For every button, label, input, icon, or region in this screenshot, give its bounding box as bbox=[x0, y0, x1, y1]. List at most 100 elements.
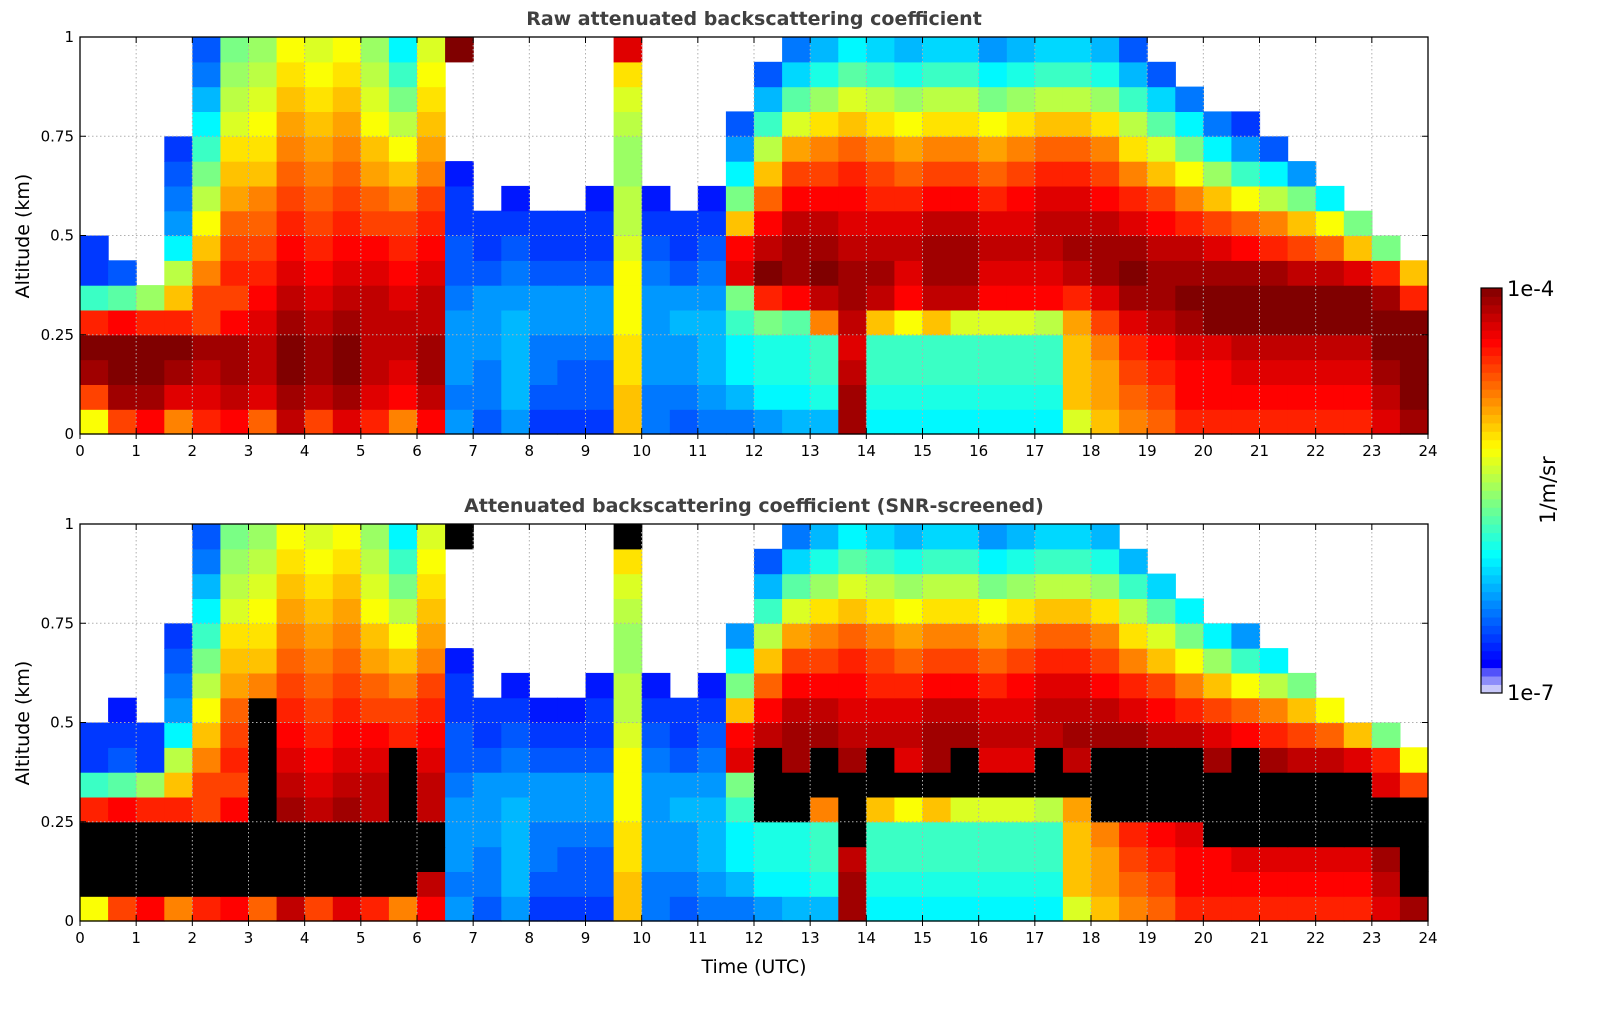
heatmap-cell bbox=[697, 796, 727, 823]
heatmap-cell bbox=[1034, 86, 1064, 112]
heatmap-cell bbox=[978, 185, 1008, 212]
heatmap-cell bbox=[641, 871, 671, 897]
heatmap-cell bbox=[1147, 672, 1176, 699]
heatmap-cell bbox=[1259, 772, 1289, 798]
heatmap-cell bbox=[388, 260, 418, 286]
heatmap-cell bbox=[360, 309, 390, 336]
heatmap-cell bbox=[1287, 285, 1317, 311]
heatmap-cell bbox=[754, 846, 783, 872]
heatmap-cell bbox=[1091, 796, 1120, 823]
heatmap-cell bbox=[585, 747, 615, 773]
heatmap-cell bbox=[1175, 235, 1204, 261]
heatmap-cell bbox=[782, 896, 811, 922]
heatmap-cell bbox=[417, 86, 446, 112]
heatmap-cell bbox=[417, 285, 446, 311]
heatmap-cell bbox=[725, 111, 755, 137]
heatmap-cell bbox=[1259, 697, 1289, 724]
heatmap-cell bbox=[1147, 161, 1176, 187]
heatmap-cell bbox=[1203, 334, 1232, 361]
heatmap-cell bbox=[164, 648, 193, 674]
heatmap-cell bbox=[1231, 672, 1261, 699]
x-tick-label: 21 bbox=[1250, 442, 1269, 460]
heatmap-cell bbox=[1287, 697, 1317, 724]
heatmap-cell bbox=[838, 334, 867, 361]
heatmap-cell bbox=[613, 235, 643, 261]
heatmap-cell bbox=[360, 210, 390, 237]
x-tick-label: 17 bbox=[1025, 929, 1044, 947]
heatmap-cell bbox=[1287, 747, 1317, 773]
heatmap-cell bbox=[950, 821, 980, 848]
colorbar-swatch bbox=[1481, 650, 1502, 660]
heatmap-cell bbox=[1203, 409, 1232, 435]
heatmap-cell bbox=[838, 111, 867, 137]
heatmap-cell bbox=[248, 598, 278, 624]
heatmap-cell bbox=[1006, 161, 1036, 187]
heatmap-cell bbox=[220, 821, 250, 848]
colorbar-swatch bbox=[1481, 380, 1502, 390]
heatmap-cell bbox=[1371, 821, 1401, 848]
heatmap-cell bbox=[192, 871, 221, 897]
heatmap-cell bbox=[641, 210, 671, 237]
heatmap-cell bbox=[557, 896, 587, 922]
heatmap-cell bbox=[164, 722, 193, 748]
heatmap-cell bbox=[1203, 359, 1232, 385]
heatmap-cell bbox=[80, 260, 109, 286]
heatmap-cell bbox=[1287, 260, 1317, 286]
heatmap-cell bbox=[1091, 86, 1120, 112]
heatmap-cell bbox=[1062, 61, 1092, 88]
heatmap-cell bbox=[276, 136, 306, 162]
heatmap-cell bbox=[1287, 384, 1317, 410]
heatmap-cell bbox=[108, 722, 137, 748]
heatmap-cell bbox=[922, 796, 952, 823]
heatmap-cell bbox=[1231, 136, 1261, 162]
heatmap-cell bbox=[613, 796, 643, 823]
heatmap-cell bbox=[360, 136, 390, 162]
heatmap-cell bbox=[473, 359, 502, 385]
colorbar-swatch bbox=[1481, 617, 1502, 626]
colorbar-swatch bbox=[1481, 515, 1502, 525]
heatmap-cell bbox=[838, 598, 867, 624]
heatmap-cell bbox=[978, 235, 1008, 261]
heatmap-cell bbox=[360, 37, 390, 63]
heatmap-cell bbox=[276, 672, 306, 699]
heatmap-cell bbox=[557, 409, 587, 435]
heatmap-cell bbox=[248, 524, 278, 550]
heatmap-cell bbox=[1006, 37, 1036, 63]
heatmap-cell bbox=[585, 359, 615, 385]
heatmap-cell bbox=[276, 548, 306, 575]
heatmap-cell bbox=[978, 821, 1008, 848]
heatmap-cell bbox=[1287, 210, 1317, 237]
heatmap-cell bbox=[1062, 573, 1092, 599]
heatmap-cell bbox=[866, 697, 895, 724]
heatmap-cell bbox=[501, 796, 530, 823]
heatmap-cell bbox=[782, 722, 811, 748]
heatmap-cell bbox=[922, 747, 952, 773]
heatmap-cell bbox=[248, 548, 278, 575]
x-tick-label: 18 bbox=[1081, 442, 1100, 460]
heatmap-cell bbox=[220, 623, 250, 649]
heatmap-cell bbox=[1119, 136, 1148, 162]
heatmap-cell bbox=[136, 722, 165, 748]
heatmap-cell bbox=[1175, 747, 1204, 773]
heatmap-cell bbox=[1034, 796, 1064, 823]
colorbar-min-label: 1e-7 bbox=[1507, 681, 1554, 705]
heatmap-cell bbox=[1062, 309, 1092, 336]
heatmap-cell bbox=[669, 821, 699, 848]
heatmap-cell bbox=[1062, 285, 1092, 311]
heatmap-cell bbox=[950, 747, 980, 773]
heatmap-cell bbox=[754, 309, 783, 336]
heatmap-cell bbox=[1119, 697, 1148, 724]
heatmap-cell bbox=[641, 334, 671, 361]
heatmap-cell bbox=[1371, 722, 1401, 748]
heatmap-cell bbox=[304, 796, 334, 823]
heatmap-cell bbox=[80, 722, 109, 748]
heatmap-cell bbox=[1119, 260, 1148, 286]
heatmap-cell bbox=[557, 821, 587, 848]
heatmap-cell bbox=[360, 747, 390, 773]
heatmap-cell bbox=[1062, 111, 1092, 137]
heatmap-cell bbox=[810, 359, 839, 385]
heatmap-cell bbox=[950, 210, 980, 237]
heatmap-cell bbox=[613, 573, 643, 599]
heatmap-cell bbox=[641, 896, 671, 922]
